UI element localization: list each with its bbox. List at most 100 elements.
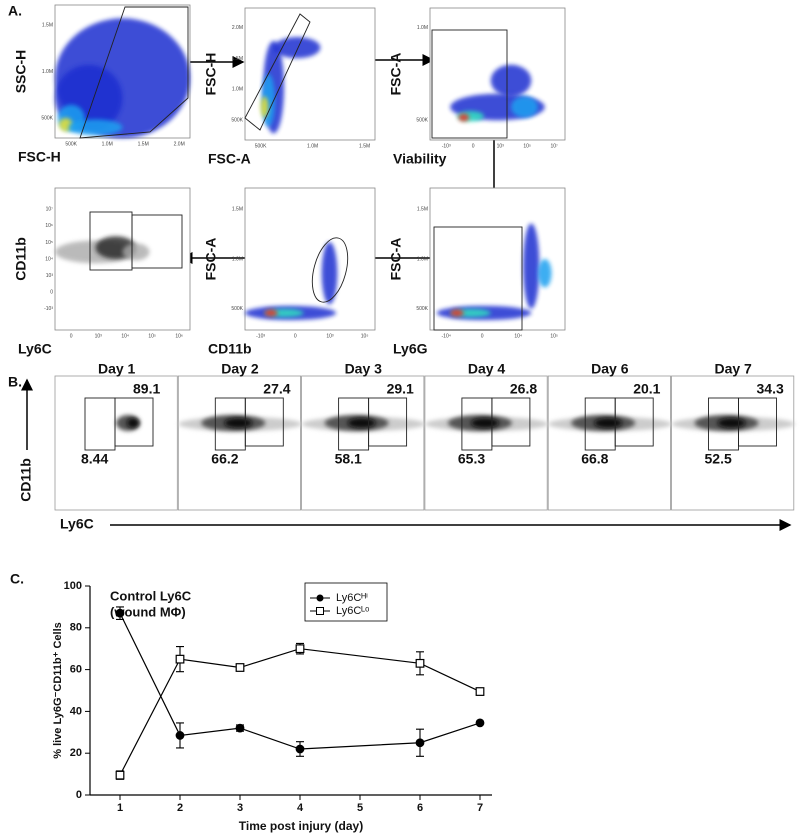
flow-plot: 1.5M 1.0M 500K 500K 1.0M 1.5M 2.0M SSC-H FSC-H [13,4,191,165]
gate-percent: 66.2 [211,451,238,467]
y-tick-label: 500K [416,118,428,124]
legend-label: Ly6Cᴸᵒ [336,605,369,617]
gate-percent: 8.44 [81,451,108,467]
data-point [235,723,245,733]
density [68,119,123,136]
y-tick-label: 1.5M [42,22,53,28]
data-point [115,608,125,618]
x-tick-label: 500K [65,141,77,147]
y-tick-label: 20 [70,747,82,759]
x-tick-label: 500K [255,143,267,149]
x-tick-label: 10³ [326,333,334,339]
density [122,243,150,261]
y-tick-label: 500K [41,115,53,121]
plot-frame [244,187,376,331]
legend-marker [316,594,324,602]
gate-percent: 66.8 [581,451,608,467]
y-tick-label: 1.5M [232,56,243,62]
y-tick-label: 10⁶ [45,223,53,229]
density [538,259,552,288]
x-tick-label: 1.5M [138,141,149,147]
gate [244,397,284,447]
y-axis-label: FSC-A [388,238,404,281]
y-tick-label: 1.0M [417,25,428,31]
panel-label: A. [8,3,22,19]
y-tick-label: 0 [50,289,53,295]
data-point [175,654,185,664]
x-tick-label: -10³ [256,333,265,339]
density [511,96,538,118]
gate [244,13,311,131]
day-plot: Day 7 34.3 52.5 [671,361,795,511]
density [490,64,532,97]
x-axis-label: FSC-A [208,151,251,167]
x-axis-label: CD11b [208,341,252,357]
day-plot: Day 329.1 58.1 [301,361,425,511]
x-tick-label: 1 [117,802,123,814]
day-label: Day 6 [591,361,629,377]
density [260,96,269,118]
y-tick-label: 1.0M [42,69,53,75]
data-point [415,738,425,748]
x-axis-label: FSC-H [18,149,61,165]
y-tick-label: 1.5M [232,207,243,213]
y-tick-label: 60 [70,664,82,676]
gate [79,6,189,139]
y-tick-label: 500K [416,306,428,312]
density [470,418,499,428]
x-tick-label: 0 [472,143,475,149]
x-tick-label: -10⁴ [442,333,451,339]
x-tick-label: 5 [357,802,363,814]
data-point [115,770,125,780]
density [273,37,321,59]
gate [431,29,508,139]
gate [114,397,154,447]
y-tick-label: 100 [64,580,82,592]
x-tick-label: 10³ [497,143,505,149]
flow-plot: 1.0M 500K -10³ 0 10³ 10⁵ 10⁷ FSC-A Viability [388,7,566,167]
x-tick-label: -10³ [442,143,451,149]
y-tick-label: 10⁷ [46,207,54,213]
day-plot: Day 1 89.1 8.44 [54,361,178,511]
x-tick-label: 10⁵ [550,333,558,339]
x-tick-label: 10⁵ [523,143,531,149]
x-tick-label: 10⁴ [514,333,522,339]
y-tick-label: 1.0M [232,87,243,93]
y-tick-label: 1.0M [417,256,428,262]
chart-title: Control Ly6C [110,588,192,603]
gate-percent: 27.4 [263,381,290,397]
x-tick-label: 7 [477,802,483,814]
x-tick-label: 4 [297,802,304,814]
y-tick-label: 10⁴ [45,256,53,262]
x-tick-label: 10⁴ [121,333,129,339]
y-axis-label: FSC-H [203,53,219,96]
y-tick-label: 500K [231,306,243,312]
day-label: Day 1 [98,361,136,377]
y-axis-label: CD11b [13,237,29,281]
y-axis-label: SSC-H [13,50,29,94]
density [458,113,470,122]
data-point [175,731,185,740]
x-tick-label: 3 [237,802,243,814]
data-point [415,658,425,668]
chart-title: (wound MΦ) [110,604,186,619]
y-tick-label: 10³ [46,273,54,279]
y-tick-label: 10⁵ [45,240,53,246]
gate-percent: 65.3 [458,451,485,467]
x-axis-label: Ly6C [18,341,52,357]
x-axis-label: Ly6C [60,516,94,532]
x-tick-label: 10⁷ [551,143,559,149]
density [264,309,278,317]
gate-percent: 58.1 [335,451,362,467]
flow-plot: 2.0M 1.5M 1.0M 500K 500K 1.0M 1.5M FSC-H FSC-A [203,7,376,167]
legend-marker [316,607,324,615]
density [347,418,376,428]
data-point [475,687,485,696]
gate-percent: 34.3 [757,381,784,397]
density [717,418,746,428]
x-tick-label: 10⁶ [175,333,183,339]
density [321,241,338,305]
data-line [119,612,481,750]
x-axis-label: Ly6G [393,341,428,357]
x-tick-label: 0 [481,333,484,339]
